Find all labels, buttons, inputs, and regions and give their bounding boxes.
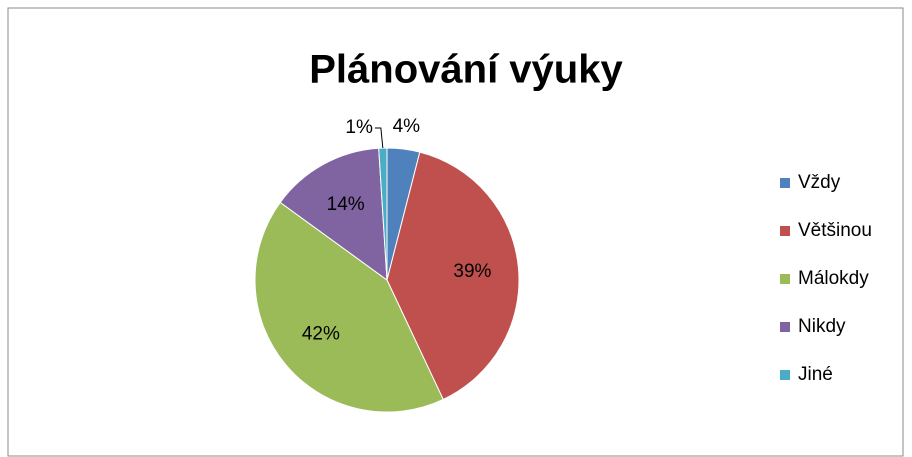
chart-title: Plánování výuky [309, 48, 623, 92]
pie-slice [279, 147, 388, 282]
data-label: 1% [345, 117, 373, 138]
legend-swatch [780, 226, 790, 236]
legend-label: Vždy [798, 172, 841, 193]
legend-label: Málokdy [798, 268, 869, 289]
pie-slice [254, 201, 444, 413]
data-label: 14% [327, 194, 365, 215]
legend-swatch [780, 322, 790, 332]
legend-swatch [780, 274, 790, 284]
data-label: 42% [302, 324, 340, 345]
data-label: 39% [453, 261, 491, 282]
legend-swatch [780, 178, 790, 188]
data-label: 4% [393, 116, 421, 137]
legend-label: Většinou [798, 220, 872, 241]
legend-swatch [780, 370, 790, 380]
pie-slice [386, 151, 520, 401]
leader-line [374, 127, 384, 149]
legend-label: Jiné [798, 364, 833, 385]
legend-label: Nikdy [798, 316, 846, 337]
